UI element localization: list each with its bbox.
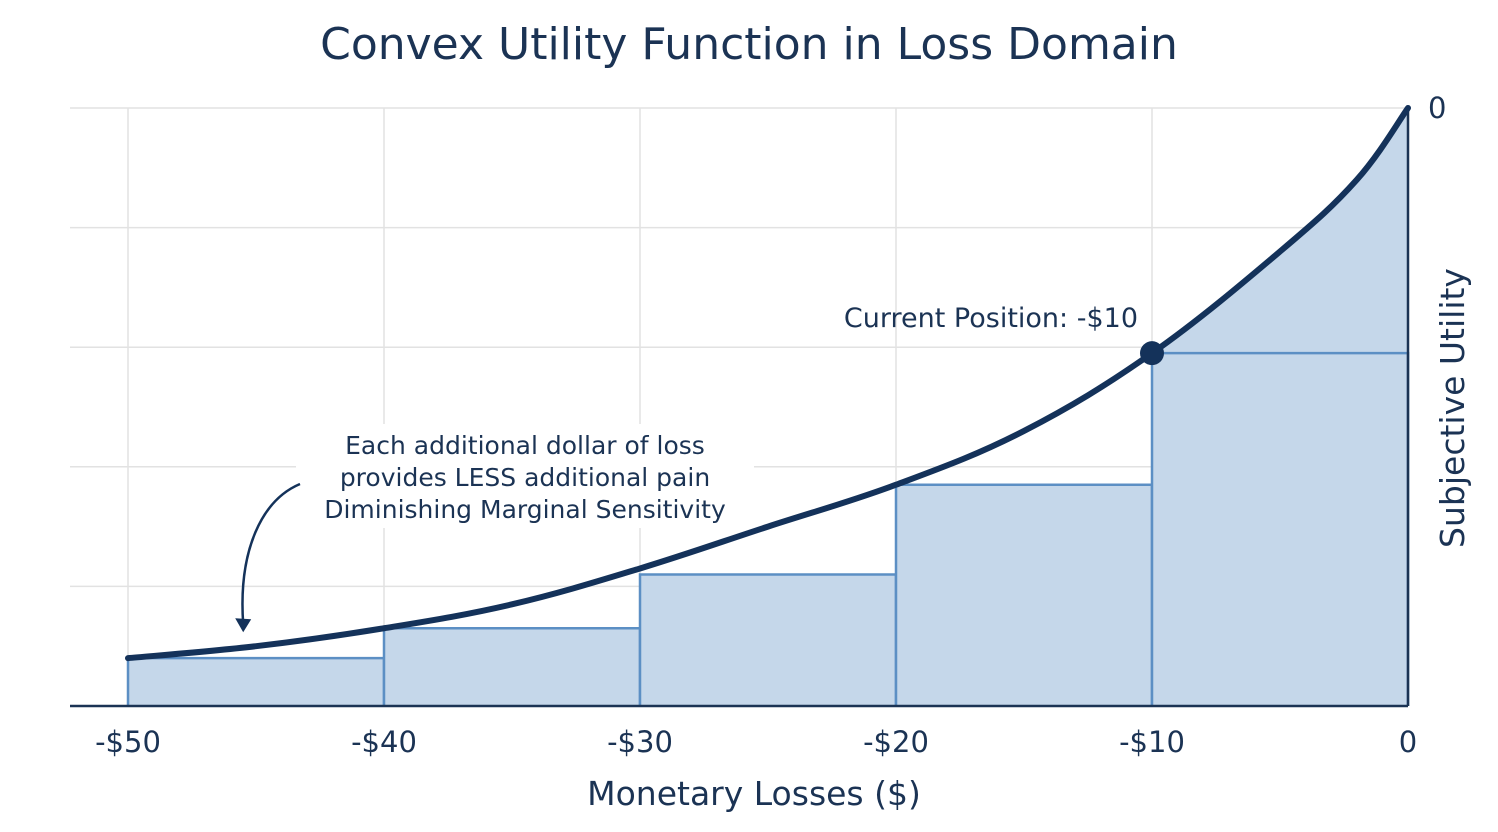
current-position-marker bbox=[1140, 341, 1164, 366]
y-tick-label: 0 bbox=[1428, 91, 1446, 125]
annotation-arrowhead bbox=[235, 618, 252, 633]
x-tick-label: -$40 bbox=[351, 725, 417, 759]
x-tick-label: -$30 bbox=[607, 725, 673, 759]
step-bar bbox=[384, 628, 640, 706]
x-axis-label: Monetary Losses ($) bbox=[587, 774, 921, 813]
step-bar bbox=[896, 484, 1152, 706]
annotation-arrow bbox=[241, 482, 301, 625]
step-bar bbox=[128, 658, 384, 706]
y-axis-label: Subjective Utility bbox=[1433, 268, 1472, 548]
x-tick-label: -$20 bbox=[863, 725, 929, 759]
step-bar bbox=[1152, 353, 1408, 706]
step-bar bbox=[640, 574, 896, 706]
x-tick-label: -$10 bbox=[1119, 725, 1185, 759]
x-tick-label: 0 bbox=[1399, 725, 1417, 759]
annotation-text-line: Diminishing Marginal Sensitivity bbox=[324, 495, 726, 524]
curve-layer bbox=[125, 105, 1411, 662]
axes bbox=[70, 108, 1410, 708]
utility-curve bbox=[125, 105, 1411, 662]
tick-labels: -$50 -$40 -$30 -$20 -$10 0 0 bbox=[95, 91, 1446, 759]
annotation-text-line: Each additional dollar of loss bbox=[345, 431, 705, 460]
annotations: Current Position: -$10 Each additional do… bbox=[235, 303, 1138, 633]
annotation-text-line: provides LESS additional pain bbox=[340, 463, 710, 492]
x-tick-label: -$50 bbox=[95, 725, 161, 759]
chart-title: Convex Utility Function in Loss Domain bbox=[320, 19, 1178, 70]
current-position-label: Current Position: -$10 bbox=[844, 303, 1138, 334]
annotation-backdrop bbox=[296, 424, 754, 528]
step-bars-layer bbox=[126, 351, 1410, 706]
